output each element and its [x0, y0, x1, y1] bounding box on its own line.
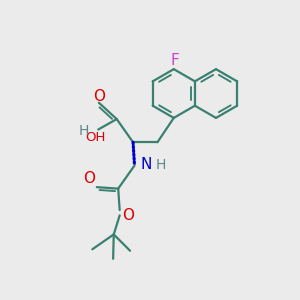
Text: OH: OH: [86, 131, 106, 144]
Text: O: O: [83, 171, 95, 186]
Text: F: F: [171, 53, 180, 68]
Text: O: O: [94, 89, 106, 104]
Text: O: O: [123, 208, 135, 223]
Text: N: N: [140, 158, 152, 172]
Text: H: H: [155, 158, 166, 172]
Text: H: H: [79, 124, 89, 138]
